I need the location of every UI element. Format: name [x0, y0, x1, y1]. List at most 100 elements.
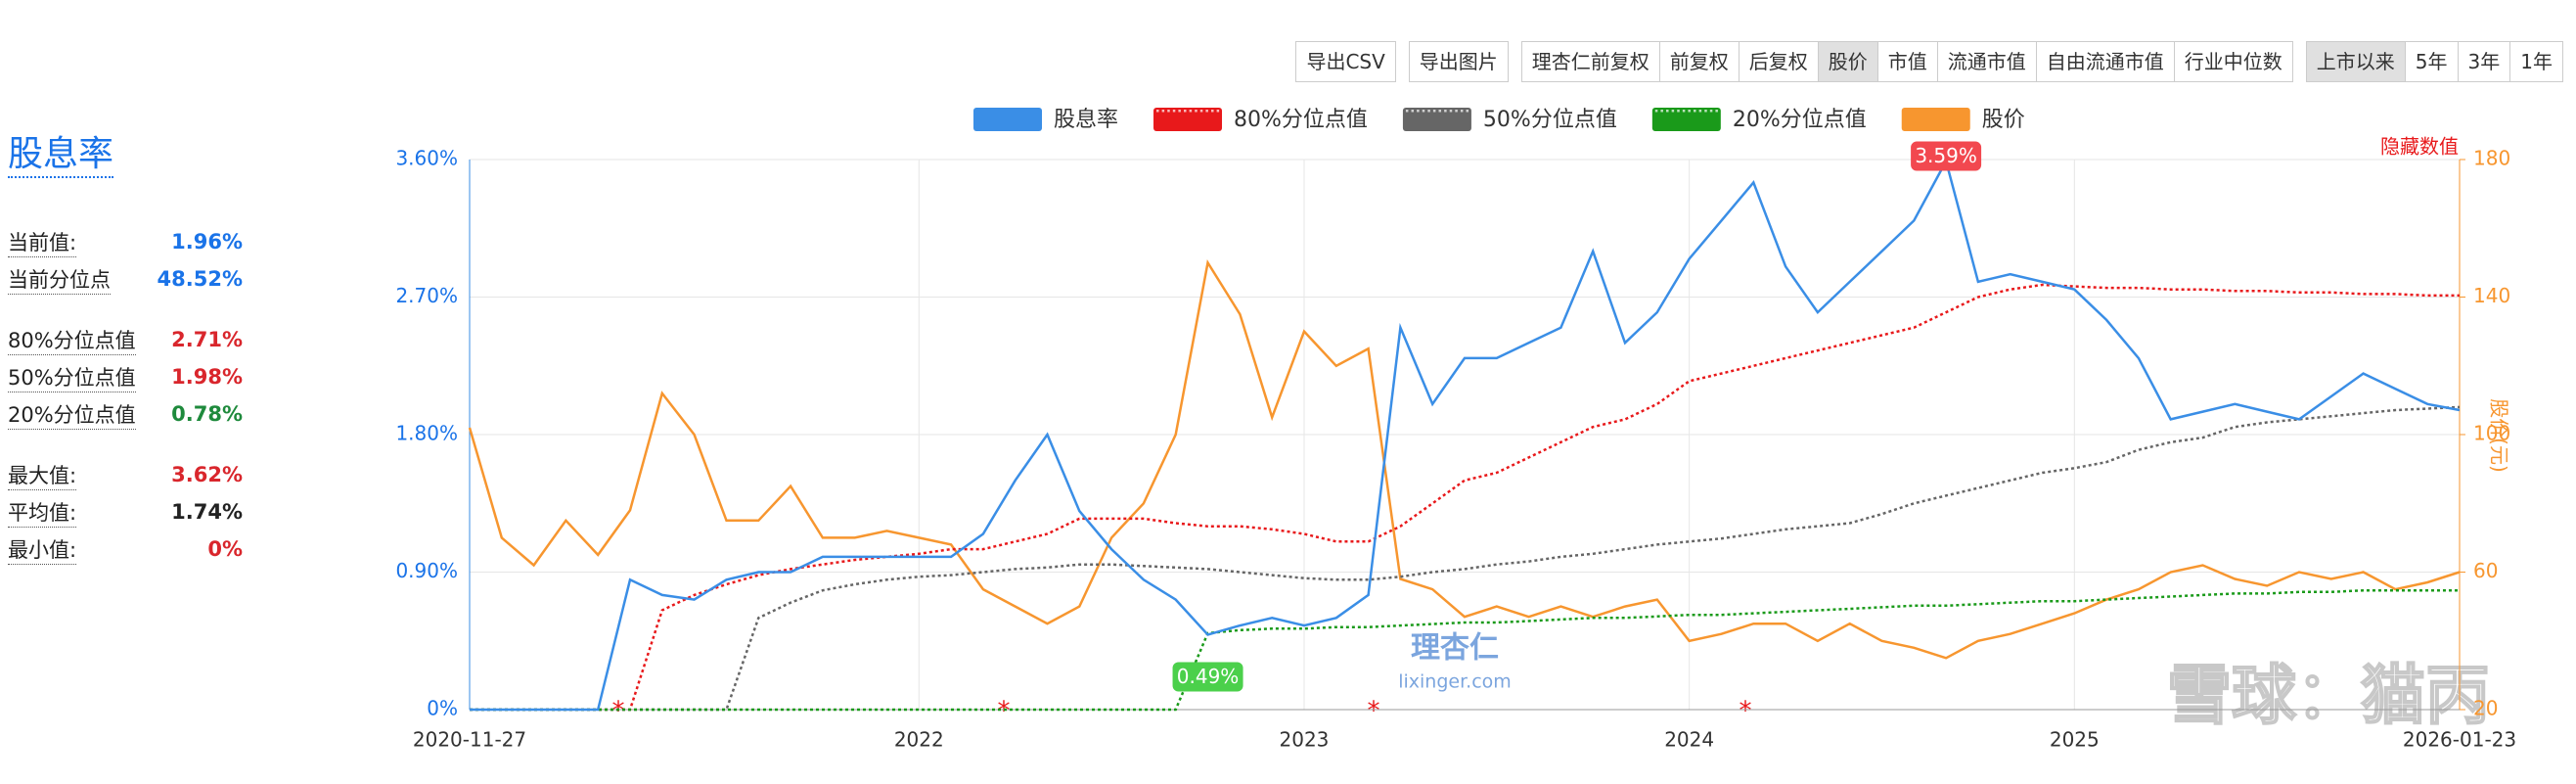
stat-value: 48.52% [157, 267, 243, 291]
annotation-label: 3.59% [1915, 144, 1977, 167]
x-tick-label: 2025 [2050, 728, 2100, 752]
button[interactable]: 自由流通市值 [2035, 41, 2175, 82]
button[interactable]: 1年 [2509, 41, 2563, 82]
button[interactable]: 前复权 [1658, 41, 1740, 82]
legend-swatch-dot [1167, 110, 1170, 113]
button[interactable]: 导出图片 [1408, 41, 1509, 82]
stat-group: 当前值: 1.96% 当前分位点 48.52% [8, 223, 243, 298]
legend-swatch-dot [1709, 110, 1713, 113]
series-line [470, 405, 2461, 712]
legend-swatch-dot [1422, 110, 1425, 113]
stat-value: 0% [207, 537, 243, 561]
sidebar: 股息率 当前值: 1.96% 当前分位点 48.52% 80%分位点值 2.71% 50%分… [8, 125, 243, 591]
marker: * [1368, 697, 1380, 726]
legend-item[interactable]: 股价 [1901, 108, 2025, 132]
legend-swatch-dot [1694, 110, 1696, 113]
button[interactable]: 3年 [2457, 41, 2511, 82]
legend-swatch-dot [1216, 110, 1220, 113]
legend-swatch-dot [1688, 110, 1691, 113]
stat-row: 20%分位点值 0.78% [8, 395, 243, 433]
watermark: 雪球：猫丙 [2167, 658, 2490, 733]
button-group: 理杏仁前复权 前复权 后复权 股价 市值 流通市值 自由流通市值 行业中位数 [1520, 41, 2293, 82]
x-tick-label: 2020-11-27 [413, 728, 526, 752]
stat-label: 当前值: [8, 227, 77, 257]
series-line [470, 158, 2461, 712]
toolbar: 导出CSV 导出图片 理杏仁前复权 前复权 后复权 股价 市值 流通市值 自由流通市值 行业中位数… [1295, 41, 2563, 82]
y2-tick-label: 60 [2473, 559, 2498, 582]
button[interactable]: 导出CSV [1295, 41, 1396, 82]
button-group: 导出图片 [1408, 41, 1509, 82]
hidden-values[interactable]: 隐藏数值 [2380, 135, 2459, 159]
legend-swatch-dot [1205, 110, 1208, 113]
legend-swatch-dot [1671, 110, 1675, 113]
y-tick-label: 3.60% [395, 147, 458, 170]
y2-tick-label: 140 [2473, 284, 2510, 307]
legend-swatch-dot [1427, 110, 1430, 113]
button-group: 上市以来 5年 3年 1年 [2305, 41, 2563, 82]
button[interactable]: 行业中位数 [2173, 41, 2293, 82]
marker: * [998, 697, 1011, 726]
stat-group: 最大值: 3.62% 平均值: 1.74% 最小值: 0% [8, 456, 243, 568]
legend-swatch-dot [1405, 110, 1409, 113]
annotation-box [1172, 662, 1243, 692]
legend-label: 80%分位点值 [1234, 108, 1368, 132]
legend-swatch-dot [1195, 110, 1198, 113]
legend-swatch-dot [1211, 110, 1214, 113]
x-tick-label: 2022 [894, 728, 944, 752]
legend-swatch-dot [1704, 110, 1707, 113]
legend-swatch-dot [1677, 110, 1680, 113]
legend-swatch [1402, 108, 1471, 131]
legend-swatch-dot [1666, 110, 1669, 113]
stat-label: 最大值: [8, 460, 77, 490]
stat-row: 50%分位点值 1.98% [8, 358, 243, 395]
stat-row: 当前分位点 48.52% [8, 260, 243, 298]
legend-swatch-dot [1411, 110, 1415, 113]
series-line [470, 588, 2460, 712]
legend-swatch-dot [1654, 110, 1658, 113]
annotation-label: 0.49% [1177, 665, 1240, 688]
marker: * [1740, 697, 1752, 726]
legend-swatch-dot [1184, 110, 1187, 113]
button[interactable]: 市值 [1876, 41, 1938, 82]
stat-label: 平均值: [8, 497, 77, 528]
legend-swatch-dot [1189, 110, 1193, 113]
legend-swatch-dot [1156, 110, 1159, 113]
sidebar-title: 股息率 [8, 125, 114, 178]
stat-label: 80%分位点值 [8, 325, 136, 355]
watermark: 理杏仁 [1411, 631, 1499, 666]
legend-swatch [1651, 108, 1721, 131]
stat-value: 1.98% [171, 365, 243, 389]
x-tick-label: 2023 [1280, 728, 1330, 752]
y2-tick-label: 180 [2473, 147, 2510, 170]
x-tick-label: 2024 [1664, 728, 1714, 752]
legend-swatch [973, 108, 1042, 131]
watermark: lixinger.com [1398, 671, 1512, 693]
button[interactable]: 股价 [1817, 41, 1878, 82]
legend-item[interactable]: 20%分位点值 [1651, 108, 1867, 132]
legend-swatch-dot [1432, 110, 1436, 113]
legend-item[interactable]: 50%分位点值 [1402, 108, 1617, 132]
stat-row: 最大值: 3.62% [8, 456, 243, 493]
stat-row: 平均值: 1.74% [8, 493, 243, 530]
stat-label: 20%分位点值 [8, 399, 136, 430]
legend-item[interactable]: 80%分位点值 [1153, 108, 1368, 132]
series-line [468, 259, 2461, 660]
legend-swatch-dot [1660, 110, 1663, 113]
legend-swatch [1153, 108, 1223, 131]
legend-swatch-dot [1438, 110, 1442, 113]
button[interactable]: 流通市值 [1936, 41, 2037, 82]
y2-tick-label: 100 [2473, 422, 2510, 445]
y-tick-label: 1.80% [395, 422, 458, 445]
button[interactable]: 后复权 [1738, 41, 1819, 82]
legend-swatch-dot [1455, 110, 1458, 113]
legend-label: 20%分位点值 [1733, 108, 1867, 132]
legend-swatch-dot [1199, 110, 1203, 113]
stat-group: 80%分位点值 2.71% 50%分位点值 1.98% 20%分位点值 0.78% [8, 321, 243, 433]
stat-row: 80%分位点值 2.71% [8, 321, 243, 358]
legend-item[interactable]: 股息率 [973, 108, 1118, 132]
annotation-box [1911, 141, 1982, 171]
legend-swatch-dot [1698, 110, 1702, 113]
button[interactable]: 理杏仁前复权 [1520, 41, 1660, 82]
x-tick-label: 2026-01-23 [2403, 728, 2516, 752]
stat-value: 0.78% [171, 402, 243, 426]
